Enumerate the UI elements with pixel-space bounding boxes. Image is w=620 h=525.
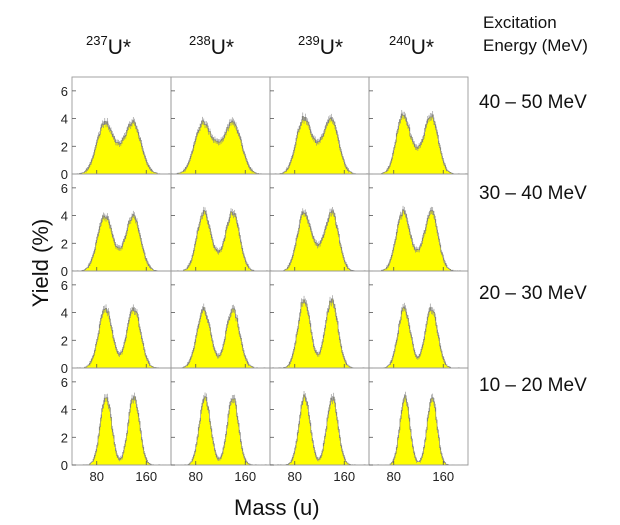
- y-tick-label: 2: [61, 236, 68, 251]
- histogram-panel: 80 160: [368, 367, 469, 484]
- y-tick-label: 6: [61, 181, 68, 196]
- y-axis-title: Yield (%): [28, 218, 53, 308]
- histogram-bars: [72, 307, 171, 369]
- y-tick-label: 0: [61, 264, 68, 279]
- x-tick-label: 160: [234, 469, 256, 484]
- histogram-bars: [170, 210, 271, 272]
- histogram-bars: [368, 209, 468, 272]
- row-label-20-30: 20 – 30 MeV: [479, 283, 587, 304]
- histogram-bars: [170, 396, 271, 466]
- panel-frame: [269, 367, 370, 466]
- x-tick-label: 160: [432, 469, 454, 484]
- histogram-panel: [368, 173, 469, 272]
- x-axis-title: Mass (u): [234, 495, 320, 520]
- histogram-bars: [72, 396, 172, 466]
- row-label-10-20: 10 – 20 MeV: [479, 375, 587, 396]
- y-tick-label: 2: [61, 139, 68, 154]
- column-nucleus-label: U*: [319, 36, 344, 59]
- histogram-panel: 0 2 4 6: [61, 270, 172, 376]
- y-tick-label: 0: [61, 458, 68, 473]
- row-label-40-50: 40 – 50 MeV: [479, 92, 587, 113]
- column-nucleus-label: U*: [410, 36, 435, 59]
- histogram-panel: 80 160: [269, 367, 370, 484]
- column-header-238U: 238U*: [189, 33, 235, 60]
- panel-frame: [368, 367, 469, 466]
- row-label-30-40: 30 – 40 MeV: [479, 183, 587, 204]
- histogram-bars: [171, 307, 271, 369]
- y-tick-label: 6: [61, 278, 68, 293]
- y-tick-label: 4: [61, 403, 68, 418]
- y-tick-label: 6: [61, 375, 68, 390]
- column-mass-number: 240: [389, 33, 411, 48]
- panel-frame: [170, 367, 271, 466]
- y-tick-label: 0: [61, 361, 68, 376]
- y-tick-label: 4: [61, 112, 68, 127]
- histogram-bars: [71, 214, 172, 272]
- y-tick-label: 4: [61, 209, 68, 224]
- histogram-bars: [269, 210, 370, 272]
- y-tick-label: 6: [61, 84, 68, 99]
- histogram-bars: [368, 113, 469, 175]
- x-tick-label: 160: [135, 469, 157, 484]
- histogram-panel: [269, 173, 370, 272]
- excitation-header-line1: Excitation: [483, 13, 557, 32]
- x-tick-label: 80: [387, 469, 401, 484]
- column-header-237U: 237U*: [86, 33, 132, 60]
- excitation-header-line2: Energy (MeV): [483, 36, 588, 55]
- column-mass-number: 238: [189, 33, 211, 48]
- column-nucleus-label: U*: [107, 36, 132, 59]
- histogram-bars: [369, 395, 469, 466]
- histogram-panel: 80 160: [170, 367, 271, 484]
- column-header-240U: 240U*: [389, 33, 435, 60]
- y-tick-label: 2: [61, 430, 68, 445]
- histogram-bars: [269, 298, 370, 369]
- column-header-239U: 239U*: [298, 33, 344, 60]
- x-tick-label: 80: [288, 469, 302, 484]
- excitation-energy-header: Excitation Energy (MeV): [483, 11, 588, 57]
- histogram-bars: [72, 120, 171, 175]
- histogram-panel: 0 2 4 6: [61, 173, 172, 279]
- column-mass-number: 237: [86, 33, 108, 48]
- column-nucleus-label: U*: [210, 36, 235, 59]
- histogram-panel: [368, 76, 469, 175]
- column-mass-number: 239: [298, 33, 320, 48]
- histogram-panel: [170, 173, 271, 272]
- y-tick-label: 2: [61, 333, 68, 348]
- x-tick-label: 80: [189, 469, 203, 484]
- x-tick-label: 160: [333, 469, 355, 484]
- x-tick-label: 80: [90, 469, 104, 484]
- histogram-panel: 0 2 4 6 80 160: [61, 367, 172, 484]
- histogram-panel: [269, 76, 370, 175]
- histogram-bars: [170, 120, 271, 175]
- y-tick-label: 0: [61, 167, 68, 182]
- histogram-panel: [170, 76, 271, 175]
- histogram-bars: [269, 394, 370, 466]
- histogram-panel: [368, 270, 469, 369]
- panel-frame: [71, 367, 172, 466]
- histogram-panel: [170, 270, 271, 369]
- histogram-panel: 0 2 4 6: [61, 76, 172, 182]
- y-tick-label: 4: [61, 306, 68, 321]
- histogram-bars: [270, 115, 369, 175]
- panel-frame: [368, 270, 469, 369]
- histogram-panel: [269, 270, 370, 369]
- histogram-bars: [369, 306, 469, 369]
